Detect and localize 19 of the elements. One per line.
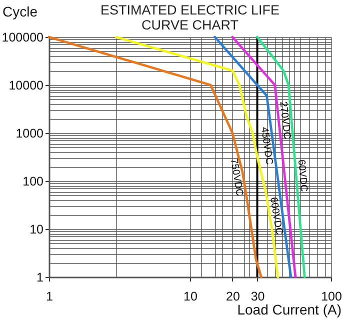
text: 750VDC	[228, 158, 245, 197]
x-axis-title: Load Current (A)	[237, 302, 342, 318]
x-tick-label: 10	[184, 290, 198, 304]
x-tick-label: 1	[46, 290, 54, 304]
y-tick-label: 100	[22, 174, 44, 188]
x-tick-label: 30	[250, 290, 265, 304]
y-tick-label: 1000	[16, 126, 44, 140]
x-tick-label: 20	[226, 290, 240, 304]
y-tick-label: 10000	[8, 78, 44, 92]
x-tick-label: 100	[321, 290, 342, 304]
chart-title: ESTIMATED ELECTRIC LIFE CURVE CHART	[100, 2, 280, 32]
text: 270VDC	[277, 100, 292, 140]
text: 450VDC	[258, 126, 274, 166]
text: 600VDC	[267, 196, 284, 236]
text: 60VDC	[295, 159, 309, 192]
y-tick-label: 100000	[2, 30, 44, 44]
y-axis-title: Cycle	[2, 4, 38, 20]
y-tick-label: 10	[30, 222, 44, 236]
y-tick-label: 1	[36, 270, 44, 284]
